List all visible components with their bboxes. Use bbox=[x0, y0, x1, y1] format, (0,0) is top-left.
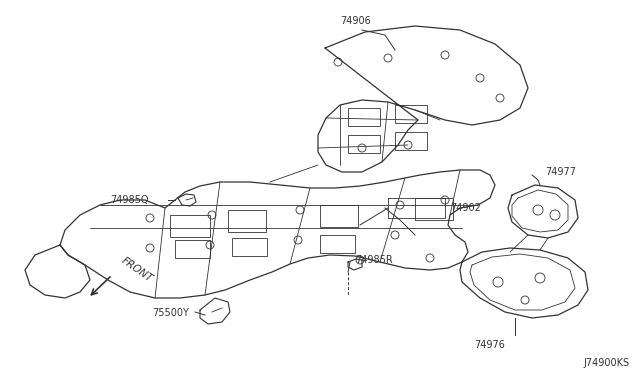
Text: 75500Y: 75500Y bbox=[152, 308, 189, 318]
Bar bbox=[228, 210, 266, 232]
Bar bbox=[175, 240, 210, 258]
Text: 74977: 74977 bbox=[545, 167, 576, 177]
Text: 74985R: 74985R bbox=[355, 255, 393, 265]
Text: J74900KS: J74900KS bbox=[584, 358, 630, 368]
Bar bbox=[320, 205, 358, 227]
Bar bbox=[415, 198, 453, 220]
Text: 74985Q: 74985Q bbox=[110, 195, 148, 205]
Text: 74976: 74976 bbox=[475, 340, 506, 350]
Text: 74906: 74906 bbox=[340, 16, 371, 26]
Text: FRONT: FRONT bbox=[120, 256, 155, 284]
Bar bbox=[395, 132, 427, 150]
Bar bbox=[395, 105, 427, 123]
Bar bbox=[320, 235, 355, 253]
Bar bbox=[232, 238, 267, 256]
Text: 74902: 74902 bbox=[450, 203, 481, 213]
Bar bbox=[170, 215, 210, 237]
Bar bbox=[348, 135, 380, 153]
Bar bbox=[348, 108, 380, 126]
